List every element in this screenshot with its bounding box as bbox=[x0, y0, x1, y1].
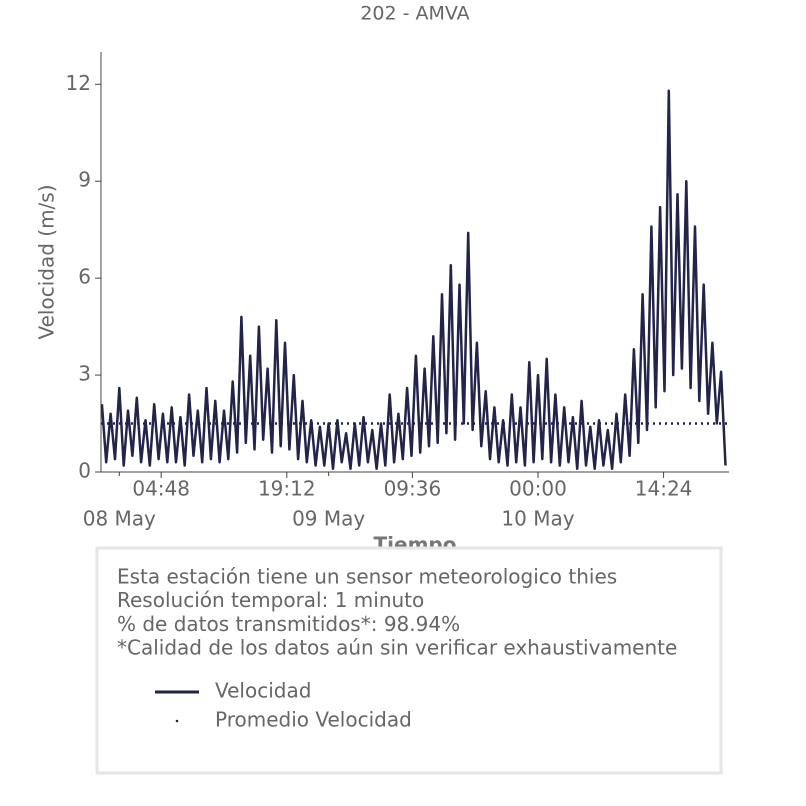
y-axis-label: Velocidad (m/s) bbox=[35, 184, 59, 339]
note: Esta estación tiene un sensor meteorolog… bbox=[117, 565, 617, 589]
note: % de datos transmitidos*: 98.94% bbox=[117, 612, 460, 636]
x-tick-label: 14:24 bbox=[635, 477, 693, 501]
y-tick-label: 0 bbox=[78, 459, 91, 483]
x-minor-tick-label: 09 May bbox=[292, 507, 365, 531]
chart-title: 202 - AMVA bbox=[360, 3, 469, 25]
note: *Calidad de los datos aún sin verificar … bbox=[117, 636, 677, 660]
x-tick-label: 00:00 bbox=[509, 477, 567, 501]
legend-label: Promedio Velocidad bbox=[215, 708, 412, 732]
y-tick-label: 9 bbox=[78, 168, 91, 192]
x-minor-tick-label: 08 May bbox=[83, 507, 156, 531]
x-minor-tick-label: 10 May bbox=[501, 507, 574, 531]
y-tick-label: 6 bbox=[78, 265, 91, 289]
legend-box bbox=[95, 546, 723, 775]
velocity-line bbox=[100, 89, 727, 471]
note: Resolución temporal: 1 minuto bbox=[117, 588, 424, 612]
x-tick-label: 19:12 bbox=[258, 477, 316, 501]
legend-swatch bbox=[175, 719, 179, 723]
x-tick-label: 09:36 bbox=[384, 477, 442, 501]
y-tick-label: 12 bbox=[66, 71, 91, 95]
x-tick-label: 04:48 bbox=[132, 477, 190, 501]
legend-label: Velocidad bbox=[215, 679, 311, 703]
y-tick-label: 3 bbox=[78, 362, 91, 386]
